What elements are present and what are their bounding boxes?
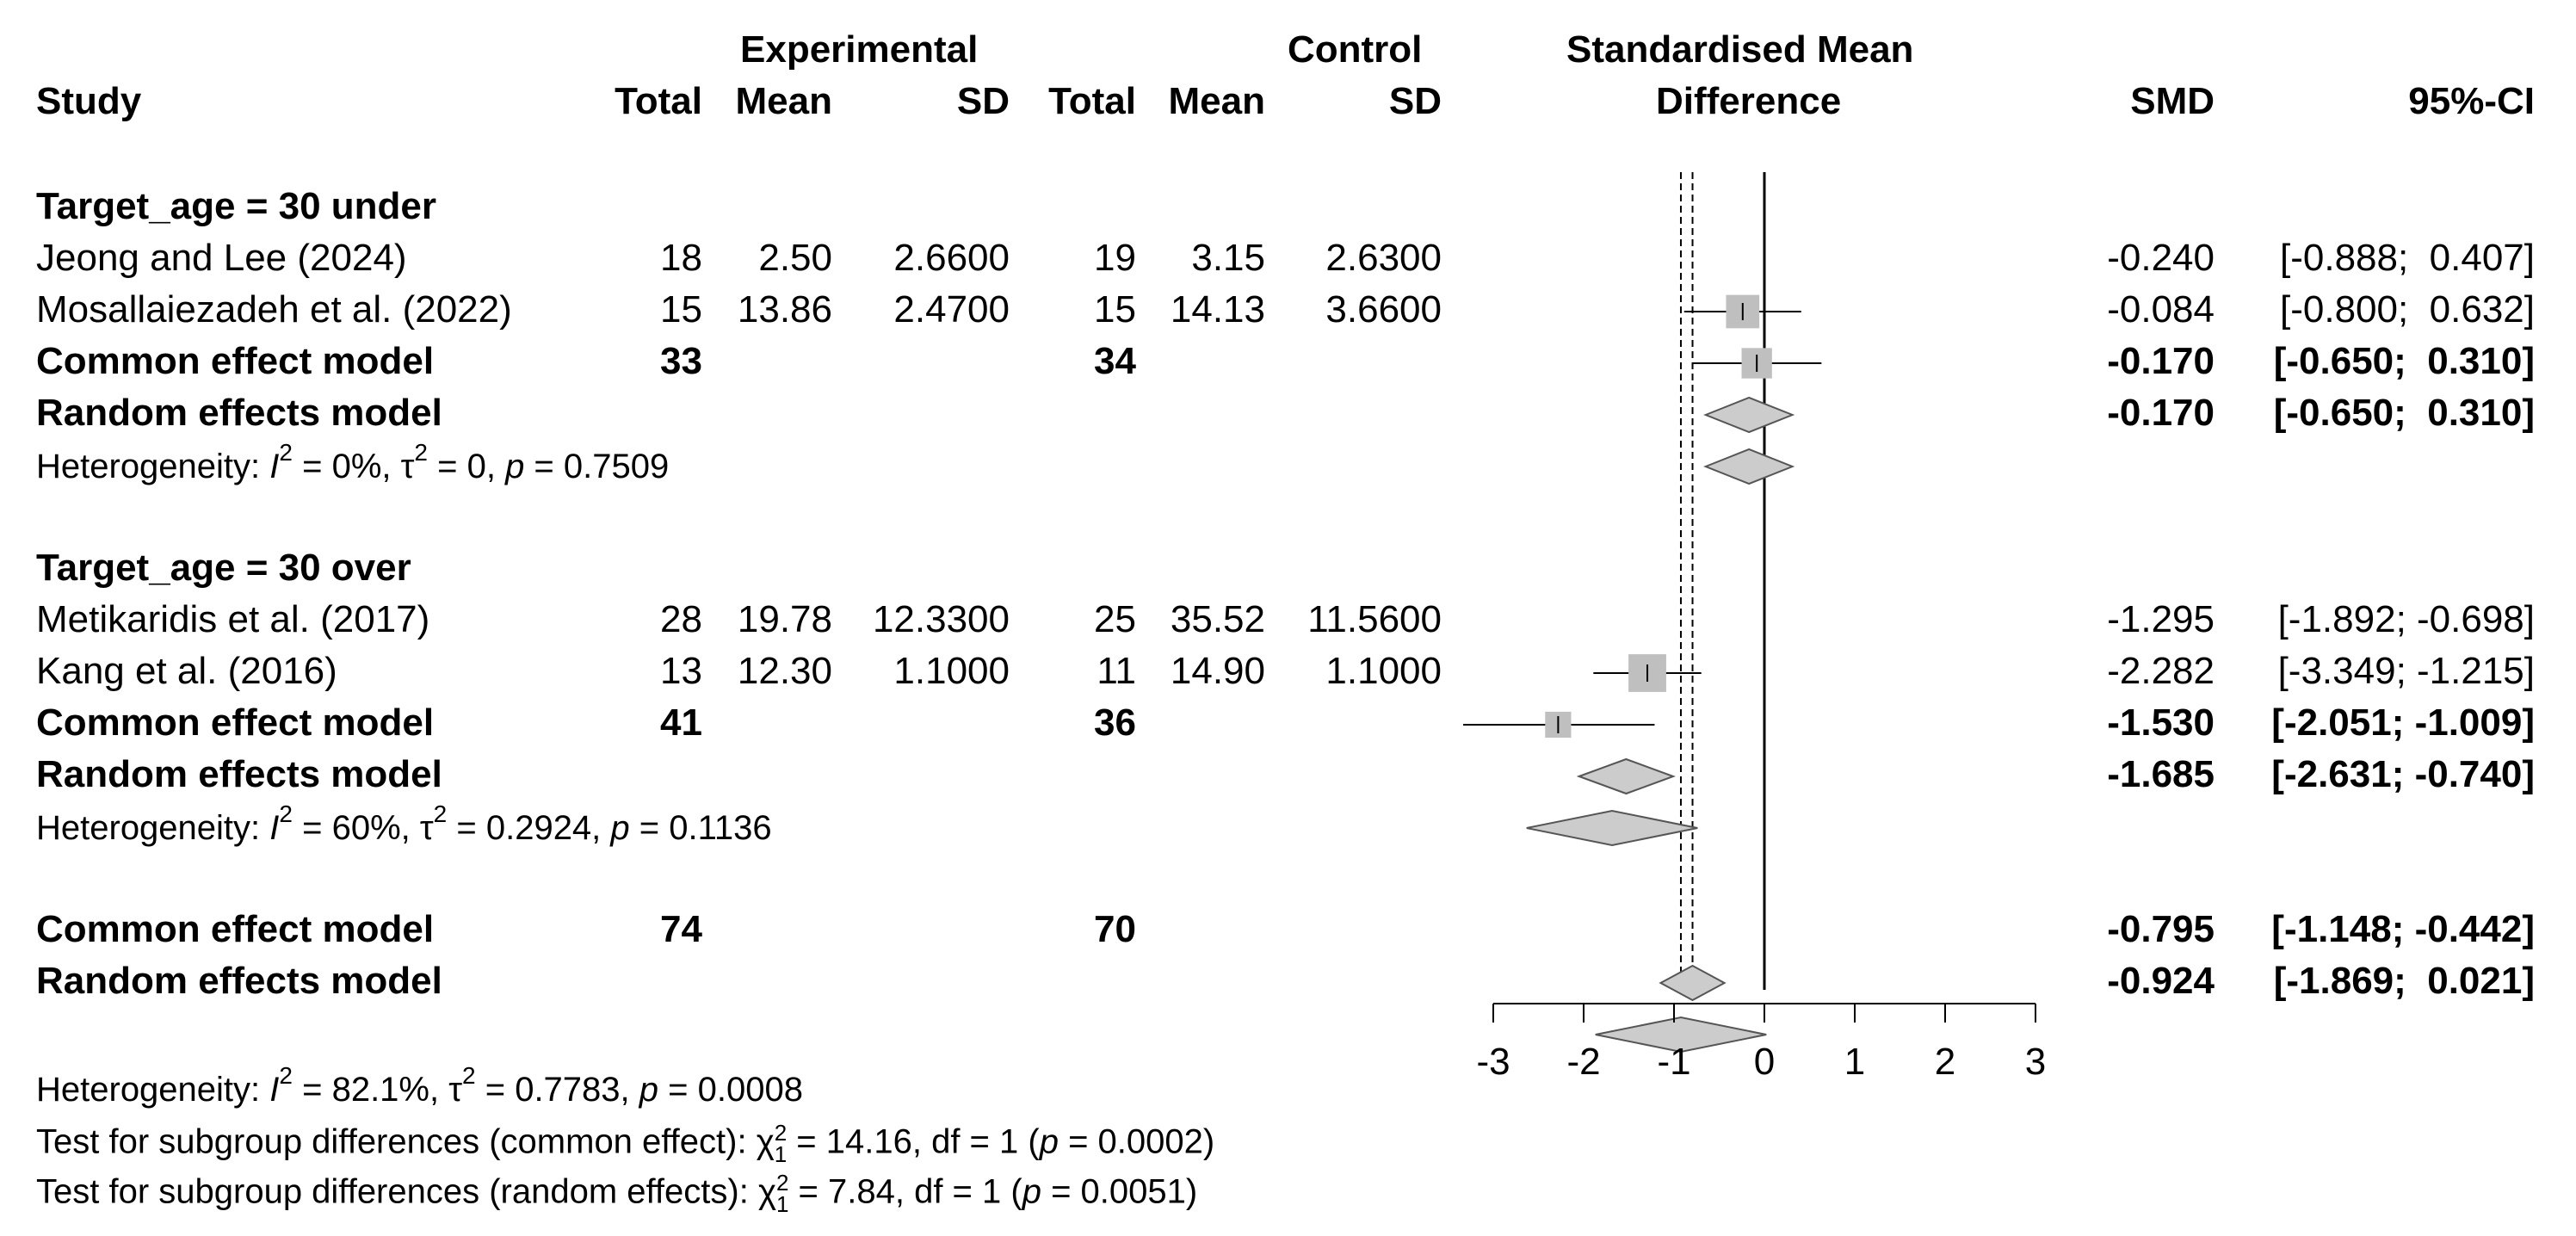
x-tick-label: -3 [1476,1041,1510,1083]
common-diamond [1703,396,1795,434]
mean-control: 3.15 [1191,237,1265,279]
random-diamond [1703,448,1795,485]
subgroup-test-common: Test for subgroup differences (common ef… [36,1120,1215,1167]
common-ci: [-2.051; -1.009] [2271,701,2535,744]
overall-random-ci: [-1.869; 0.021] [2273,960,2535,1002]
mean-control: 14.13 [1170,288,1265,331]
random-effects-label: Random effects model [36,392,442,434]
common-effect-label: Common effect model [36,340,435,382]
header-smd-title-1: Standardised Mean [1566,28,1914,71]
sd-experimental: 2.4700 [893,288,1010,331]
study-name: Jeong and Lee (2024) [36,237,407,279]
common-diamond [1576,757,1676,795]
random-smd: -1.685 [2107,753,2215,795]
sd-experimental: 2.6600 [893,237,1010,279]
overall-total-control: 70 [1094,908,1136,950]
random-effects-label: Random effects model [36,753,442,795]
total-experimental: 13 [660,650,702,692]
x-tick-label: -2 [1566,1041,1600,1083]
heterogeneity-text: Heterogeneity: I2 = 0%, τ2 = 0, p = 0.75… [36,439,670,485]
header-ci: 95%-CI [2408,80,2535,122]
study-name: Metikaridis et al. (2017) [36,598,430,640]
smd-value: -0.084 [2107,288,2215,331]
overall-common-label: Common effect model [36,908,435,950]
subgroup-test-random: Test for subgroup differences (random ef… [36,1170,1198,1217]
mean-experimental: 13.86 [737,288,832,331]
study-name: Kang et al. (2016) [36,650,337,692]
total-control: 11 [1096,650,1136,692]
header-mean-control: Mean [1168,80,1265,122]
random-ci: [-2.631; -0.740] [2271,753,2535,795]
header-sd-experimental: SD [956,80,1010,122]
sd-experimental: 12.3300 [872,598,1010,640]
ci-value: [-0.888; 0.407] [2280,237,2535,279]
heterogeneity-text: Heterogeneity: I2 = 60%, τ2 = 0.2924, p … [36,800,772,847]
overall-common-ci: [-1.148; -0.442] [2271,908,2535,950]
header-smd: SMD [2130,80,2215,122]
header-experimental: Experimental [740,28,979,71]
overall-heterogeneity-text: Heterogeneity: I2 = 82.1%, τ2 = 0.7783, … [36,1062,803,1109]
x-tick-label: 2 [1935,1041,1955,1083]
common-smd: -0.170 [2107,340,2215,382]
common-total-experimental: 41 [660,701,702,744]
common-smd: -1.530 [2107,701,2215,744]
total-control: 25 [1094,598,1136,640]
total-control: 15 [1094,288,1136,331]
total-experimental: 15 [660,288,702,331]
mean-control: 14.90 [1170,650,1265,692]
ci-value: [-3.349; -1.215] [2277,650,2535,692]
ci-value: [-0.800; 0.632] [2280,288,2535,331]
common-total-control: 36 [1094,701,1136,744]
common-effect-label: Common effect model [36,701,435,744]
x-tick-label: -1 [1657,1041,1690,1083]
common-total-experimental: 33 [660,340,702,382]
sd-experimental: 1.1000 [893,650,1010,692]
header-study: Study [36,80,142,122]
overall-common-diamond [1659,964,1727,1002]
overall-random-smd: -0.924 [2107,960,2215,1002]
header-total-experimental: Total [615,80,702,122]
x-tick-label: 0 [1754,1041,1775,1083]
subgroup-title: Target_age = 30 under [36,185,437,227]
header-smd-title-2: Difference [1656,80,1842,122]
header-mean-experimental: Mean [735,80,832,122]
sd-control: 1.1000 [1325,650,1442,692]
smd-value: -0.240 [2107,237,2215,279]
total-experimental: 28 [660,598,702,640]
overall-random-diamond [1595,1016,1767,1054]
mean-experimental: 19.78 [737,598,832,640]
header-sd-control: SD [1388,80,1442,122]
random-smd: -0.170 [2107,392,2215,434]
total-control: 19 [1094,237,1136,279]
mean-control: 35.52 [1170,598,1265,640]
random-ci: [-0.650; 0.310] [2273,392,2535,434]
random-diamond [1526,809,1698,847]
x-tick-label: 1 [1844,1041,1865,1083]
smd-value: -2.282 [2107,650,2215,692]
header-total-control: Total [1048,80,1136,122]
smd-value: -1.295 [2107,598,2215,640]
overall-common-smd: -0.795 [2107,908,2215,950]
total-experimental: 18 [660,237,702,279]
sd-control: 3.6600 [1325,288,1442,331]
ci-value: [-1.892; -0.698] [2277,598,2535,640]
study-name: Mosallaiezadeh et al. (2022) [36,288,512,331]
sd-control: 2.6300 [1325,237,1442,279]
common-total-control: 34 [1094,340,1136,382]
x-tick-label: 3 [2025,1041,2046,1083]
common-ci: [-0.650; 0.310] [2273,340,2535,382]
header-control: Control [1288,28,1423,71]
sd-control: 11.5600 [1307,598,1442,640]
mean-experimental: 2.50 [758,237,832,279]
overall-random-label: Random effects model [36,960,442,1002]
subgroup-title: Target_age = 30 over [36,547,411,589]
mean-experimental: 12.30 [737,650,832,692]
overall-total-experimental: 74 [660,908,702,950]
